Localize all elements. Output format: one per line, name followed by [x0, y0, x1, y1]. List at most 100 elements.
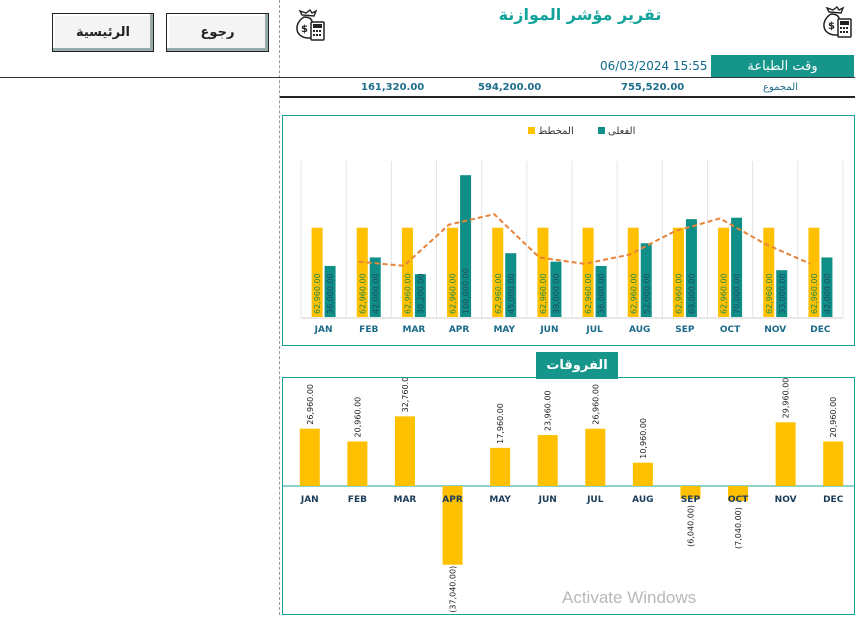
actual-total: 594,200.00 [478, 82, 542, 93]
svg-text:$: $ [301, 24, 308, 35]
x-tick-label: JAN [314, 325, 333, 335]
x-tick-label: JUL [585, 325, 603, 335]
bar-planned [447, 227, 459, 317]
activate-windows-watermark: Activate Windows [562, 588, 697, 607]
budget-chart: الفعلى المخطط 62,960.00 36,000.00 JAN 62,960.… [300, 126, 844, 335]
bar-value-label: 62,960.00 [810, 273, 819, 314]
x-tick-label: MAY [493, 325, 515, 335]
legend-label: الفعلى [608, 126, 635, 137]
bar-value-label: 62,960.00 [765, 273, 774, 314]
bar-planned [492, 227, 504, 317]
difference-bar [823, 441, 844, 486]
left-divider [279, 0, 280, 615]
x-tick-label: OCT [720, 325, 741, 335]
difference-bar [680, 486, 701, 499]
bar-value-label: 52,000.00 [642, 273, 651, 314]
bar-actual [640, 243, 652, 317]
difference-bar [632, 462, 653, 486]
bar-actual [505, 253, 517, 317]
money-bag-calculator-icon: $ [823, 5, 852, 38]
difference-value-label: 23,960.00 [544, 390, 553, 431]
home-button[interactable]: الرئيسية [52, 13, 154, 52]
chart-legend: الفعلى المخطط [528, 126, 635, 137]
bar-planned [718, 227, 730, 317]
bar-value-label: 62,960.00 [449, 273, 458, 314]
bar-value-label: 69,000.00 [687, 273, 696, 314]
bar-value-label: 62,960.00 [313, 273, 322, 314]
bar-value-label: 42,000.00 [371, 273, 380, 314]
bar-actual [414, 274, 426, 317]
bar-actual [821, 257, 833, 317]
difference-bar [775, 422, 796, 486]
difference-value-label: 20,960.00 [829, 397, 838, 438]
bar-value-label: 62,960.00 [494, 273, 503, 314]
bar-planned [672, 227, 684, 317]
difference-bar [490, 447, 511, 486]
print-time-label: وقت الطباعة [711, 55, 854, 78]
bar-actual [324, 265, 336, 317]
difference-value-label: (7,040.00) [734, 507, 743, 549]
bar-planned [582, 227, 594, 317]
difference-value-label: (6,040.00) [686, 505, 695, 547]
x-tick-label: DEC [823, 495, 844, 505]
x-tick-label: OCT [728, 495, 749, 505]
bar-value-label: 45,000.00 [507, 273, 516, 314]
x-tick-label: MAR [394, 495, 417, 505]
x-tick-label: FEB [348, 495, 367, 505]
bar-value-label: 36,000.00 [326, 273, 335, 314]
legend-label: المخطط [538, 126, 574, 137]
page-title: تقرير مؤشر الموازنة [498, 5, 662, 24]
x-tick-label: MAR [402, 325, 425, 335]
bar-actual [731, 217, 743, 317]
x-tick-label: JAN [300, 495, 319, 505]
difference-bar [299, 428, 320, 486]
x-tick-label: NOV [775, 495, 797, 505]
bar-actual [776, 270, 788, 317]
x-tick-label: AUG [629, 325, 650, 335]
difference-value-label: 26,960.00 [591, 384, 600, 425]
bar-value-label: 62,960.00 [539, 273, 548, 314]
difference-value-label: 17,960.00 [496, 403, 505, 444]
bar-planned [311, 227, 323, 317]
divider-line [0, 77, 855, 78]
differences-chart-panel: 26,960.00 JAN 20,960.00 FEB 32,760.00 MAR (37,… [282, 372, 855, 615]
money-bag-calculator-icon: $ [296, 8, 325, 41]
bar-planned [627, 227, 639, 317]
trend-line [358, 213, 811, 267]
bar-value-label: 62,960.00 [584, 273, 593, 314]
bar-actual [685, 219, 697, 317]
x-tick-label: FEB [359, 325, 378, 335]
planned-total: 755,520.00 [621, 82, 685, 93]
back-button[interactable]: رجوع [166, 13, 269, 52]
difference-value-label: 20,960.00 [353, 397, 362, 438]
difference-total: 161,320.00 [361, 82, 425, 93]
bar-value-label: 30,200.00 [416, 273, 425, 314]
difference-value-label: 32,760.00 [401, 378, 410, 412]
bar-value-label: 62,960.00 [403, 273, 412, 314]
difference-bar [537, 435, 558, 486]
bar-value-label: 39,000.00 [552, 273, 561, 314]
bar-planned [537, 227, 549, 317]
x-tick-label: JUL [586, 495, 604, 505]
bar-planned [401, 227, 413, 317]
difference-bar [442, 486, 463, 565]
difference-value-label: (37,040.00) [449, 566, 458, 613]
difference-bar [347, 441, 368, 486]
bar-actual [550, 261, 562, 317]
bar-value-label: 100,000.00 [462, 268, 471, 314]
bar-value-label: 36,000.00 [597, 273, 606, 314]
bar-value-label: 62,960.00 [674, 273, 683, 314]
bar-planned [763, 227, 775, 317]
bar-value-label: 70,000.00 [733, 273, 742, 314]
bar-value-label: 33,000.00 [778, 273, 787, 314]
x-tick-label: NOV [764, 325, 786, 335]
bar-value-label: 62,960.00 [358, 273, 367, 314]
difference-value-label: 29,960.00 [782, 378, 791, 418]
x-tick-label: JUN [539, 325, 558, 335]
x-tick-label: APR [449, 325, 470, 335]
bar-planned [356, 227, 368, 317]
difference-value-label: 26,960.00 [306, 384, 315, 425]
x-tick-label: SEP [675, 325, 695, 335]
bar-value-label: 42,000.00 [823, 273, 832, 314]
difference-bar [394, 416, 415, 486]
